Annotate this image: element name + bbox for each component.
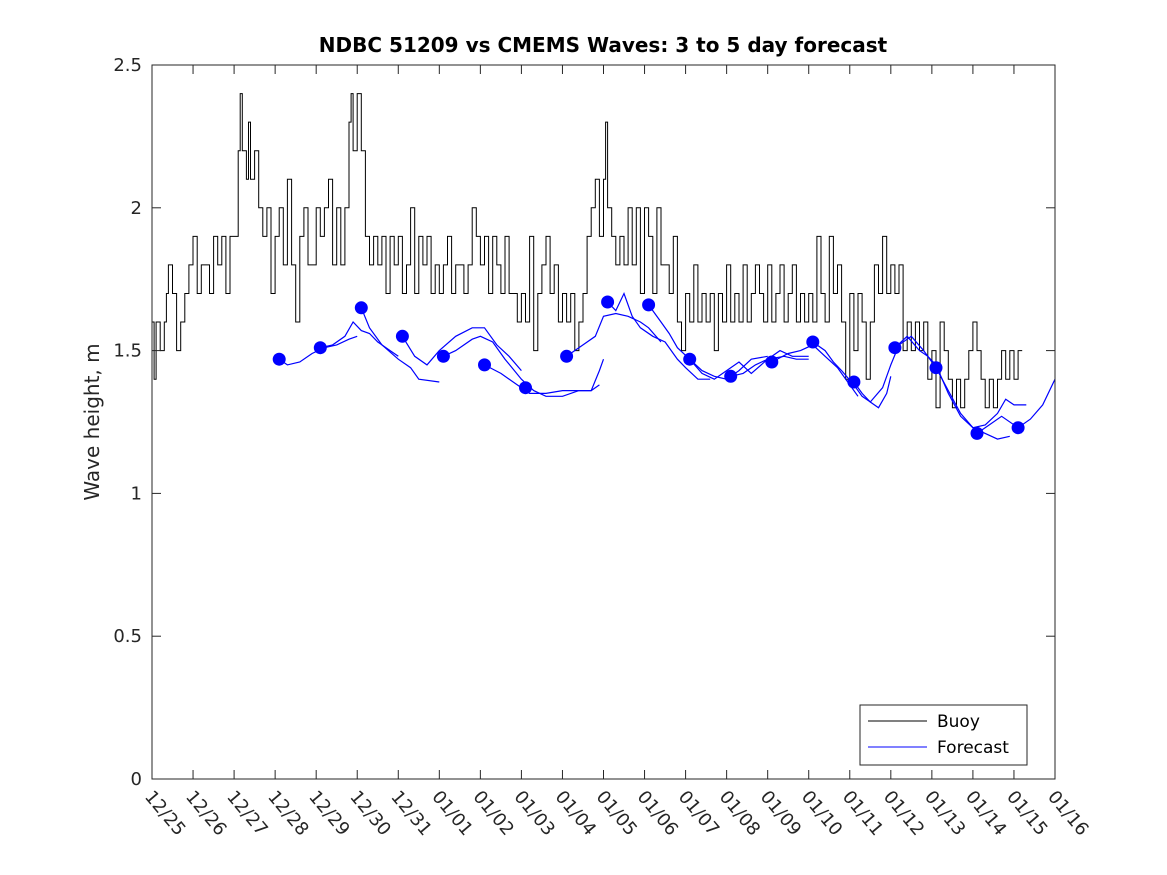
forecast-marker-11: [724, 369, 738, 383]
y-axis-label: Wave height, m: [80, 343, 104, 500]
y-tick-label-5: 2.5: [113, 55, 142, 76]
legend-forecast-label: Forecast: [937, 738, 1009, 758]
forecast-marker-3: [395, 329, 409, 343]
forecast-marker-8: [601, 295, 615, 309]
forecast-segment-7: [607, 291, 711, 380]
y-tick-label-0: 0: [131, 769, 142, 790]
forecast-marker-14: [847, 375, 861, 389]
forecast-segment-8: [648, 304, 768, 380]
forecast-segment-15: [935, 367, 1027, 429]
forecast-segment-14: [894, 335, 1010, 440]
forecast-marker-16: [929, 361, 943, 375]
forecast-marker-12: [765, 355, 779, 369]
data-layer: [152, 93, 1056, 440]
forecast-marker-1: [313, 341, 327, 355]
forecast-marker-6: [519, 381, 532, 395]
y-tick-label-2: 1: [131, 483, 142, 504]
forecast-marker-2: [354, 301, 368, 315]
forecast-marker-10: [683, 352, 697, 366]
forecast-marker-5: [478, 358, 491, 372]
forecast-segment-13: [853, 376, 892, 409]
forecast-marker-7: [560, 349, 574, 363]
legend-buoy-label: Buoy: [937, 712, 980, 732]
forecast-marker-4: [436, 349, 450, 363]
legend: Buoy Forecast: [859, 704, 1028, 766]
forecast-segment-9: [689, 349, 809, 380]
forecast-marker-15: [888, 341, 902, 355]
forecast-marker-0: [272, 352, 286, 366]
chart-title: NDBC 51209 vs CMEMS Waves: 3 to 5 day fo…: [319, 33, 888, 57]
forecast-segment-5: [484, 358, 605, 394]
y-tick-label-4: 2: [131, 198, 142, 219]
forecast-segment-3: [401, 327, 522, 371]
forecast-marker-17: [970, 426, 984, 440]
plot-area: [152, 65, 1055, 779]
forecast-marker-9: [642, 298, 656, 312]
forecast-segment-6: [566, 312, 662, 357]
forecast-segment-2: [360, 307, 440, 383]
y-tick-label-1: 0.5: [113, 626, 142, 647]
legend-box: [859, 704, 1028, 766]
forecast-marker-18: [1011, 421, 1025, 435]
y-tick-label-3: 1.5: [113, 341, 142, 362]
forecast-marker-13: [806, 335, 820, 349]
buoy-series-line: [152, 93, 1023, 409]
